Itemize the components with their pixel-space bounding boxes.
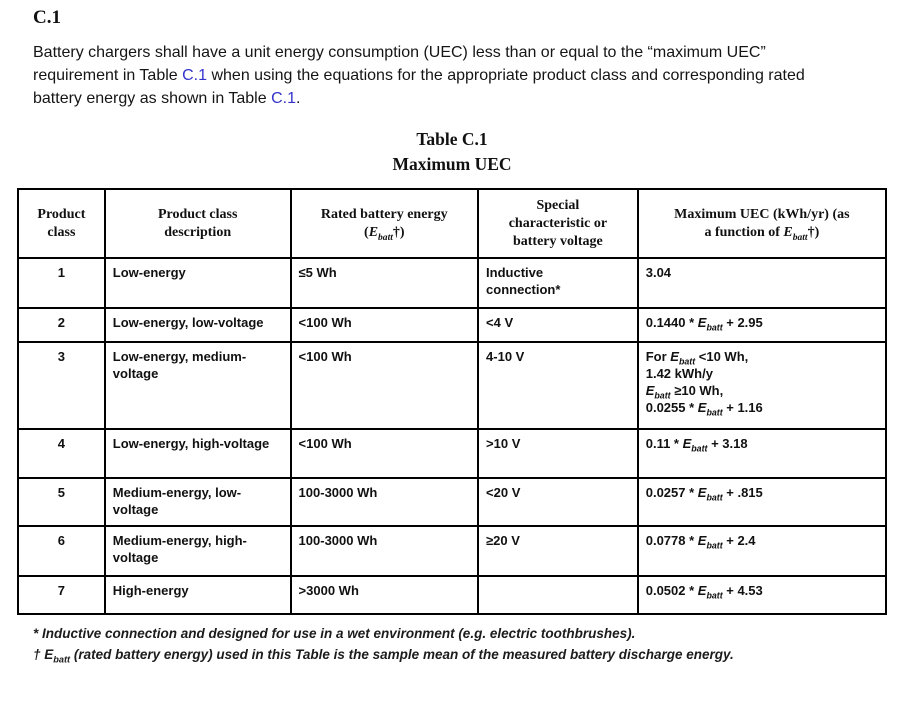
ebatt-symbol: Ebatt: [682, 436, 708, 454]
table-title: Table C.1 Maximum UEC: [17, 127, 887, 177]
table-cell: Inductive connection*: [477, 257, 639, 309]
table-cell: Low-energy, low-voltage: [103, 307, 292, 343]
column-header: Special characteristic or battery voltage: [477, 188, 639, 259]
table-cell: Low-energy, high-voltage: [103, 428, 292, 479]
document-page: C.1 Battery chargers shall have a unit e…: [17, 7, 888, 665]
table-cell: <4 V: [477, 307, 639, 343]
ebatt-symbol: Ebatt: [645, 383, 671, 401]
table-title-line1: Table C.1: [416, 129, 488, 149]
table-cell: 0.0257 * Ebatt + .815: [636, 477, 888, 527]
ebatt-symbol: Ebatt: [44, 647, 71, 665]
table-cell: 3: [17, 341, 106, 430]
table-cell: <100 Wh: [289, 341, 480, 430]
table-row: 2 Low-energy, low-voltage <100 Wh <4 V 0.144…: [17, 307, 888, 343]
table-row: 4 Low-energy, high-voltage <100 Wh >10 V 0.1…: [17, 428, 888, 479]
footnote-inductive: * Inductive connection and designed for …: [33, 626, 636, 641]
table-cell: 0.0778 * Ebatt + 2.4: [636, 525, 888, 577]
table-cell: Medium-energy, low-voltage: [103, 477, 292, 527]
ebatt-symbol: Ebatt: [697, 485, 723, 503]
table-cell: <100 Wh: [289, 307, 480, 343]
table-cell: Low-energy: [103, 257, 292, 309]
table-c1-link-2[interactable]: C.1: [271, 90, 296, 107]
table-cell: ≥20 V: [477, 525, 639, 577]
table-cell: ≤5 Wh: [289, 257, 480, 309]
column-header: Rated battery energy (Ebatt†): [289, 188, 480, 259]
table-cell: [477, 575, 639, 615]
ebatt-symbol: Ebatt: [697, 400, 723, 418]
table-cell: 5: [17, 477, 106, 527]
table-cell: >3000 Wh: [289, 575, 480, 615]
table-row: 6 Medium-energy, high-voltage 100-3000 Wh ≥…: [17, 525, 888, 577]
ebatt-symbol: Ebatt: [697, 583, 723, 601]
intro-paragraph: Battery chargers shall have a unit energ…: [33, 41, 833, 110]
table-row: 7 High-energy >3000 Wh 0.0502 * Ebatt + 4.5…: [17, 575, 888, 615]
table-row: 3 Low-energy, medium-voltage <100 Wh 4-10 V…: [17, 341, 888, 430]
ebatt-symbol: Ebatt: [368, 224, 393, 243]
ebatt-symbol: Ebatt: [697, 533, 723, 551]
intro-text-1: Battery chargers shall have a unit energ…: [33, 44, 766, 84]
table-cell: High-energy: [103, 575, 292, 615]
table-cell: <100 Wh: [289, 428, 480, 479]
table-header-row: Product class Product class description Rate…: [17, 188, 888, 259]
section-heading: C.1: [33, 7, 61, 28]
table-cell: 3.04: [636, 257, 888, 309]
table-cell: 0.0502 * Ebatt + 4.53: [636, 575, 888, 615]
max-uec-table: Product class Product class description Rate…: [17, 188, 888, 615]
column-header: Maximum UEC (kWh/yr) (as a function of Eb…: [636, 188, 888, 259]
table-row: 5 Medium-energy, low-voltage 100-3000 Wh <2…: [17, 477, 888, 527]
footnote-ebatt: † Ebatt (rated battery energy) used in t…: [33, 647, 734, 665]
table-cell: 4: [17, 428, 106, 479]
intro-text-3: .: [295, 90, 301, 107]
table-cell: 7: [17, 575, 106, 615]
table-cell: 0.11 * Ebatt + 3.18: [636, 428, 888, 479]
table-cell: 2: [17, 307, 106, 343]
table-row: 1 Low-energy ≤5 Wh Inductive connection* 3.04: [17, 257, 888, 309]
table-cell: 1: [17, 257, 106, 309]
column-header: Product class: [17, 188, 106, 259]
table-cell: <20 V: [477, 477, 639, 527]
table-cell: 100-3000 Wh: [289, 525, 480, 577]
ebatt-symbol: Ebatt: [670, 349, 696, 367]
table-c1-link-1[interactable]: C.1: [182, 67, 208, 84]
table-cell: 0.1440 * Ebatt + 2.95: [636, 307, 888, 343]
table-cell: 4-10 V: [477, 341, 639, 430]
table-cell: 100-3000 Wh: [289, 477, 480, 527]
table-footnotes: * Inductive connection and designed for …: [33, 623, 887, 665]
intro-text-2: when using the equations for the appropr…: [33, 67, 805, 107]
table-cell: For Ebatt <10 Wh, 1.42 kWh/y Ebatt ≥10 Wh,…: [636, 341, 888, 430]
ebatt-symbol: Ebatt: [697, 315, 723, 333]
ebatt-symbol: Ebatt: [783, 224, 808, 243]
table-cell: >10 V: [477, 428, 639, 479]
table-title-line2: Maximum UEC: [392, 154, 512, 174]
table-cell: Medium-energy, high-voltage: [103, 525, 292, 577]
table-cell: Low-energy, medium-voltage: [103, 341, 292, 430]
table-cell: 6: [17, 525, 106, 577]
column-header: Product class description: [103, 188, 292, 259]
